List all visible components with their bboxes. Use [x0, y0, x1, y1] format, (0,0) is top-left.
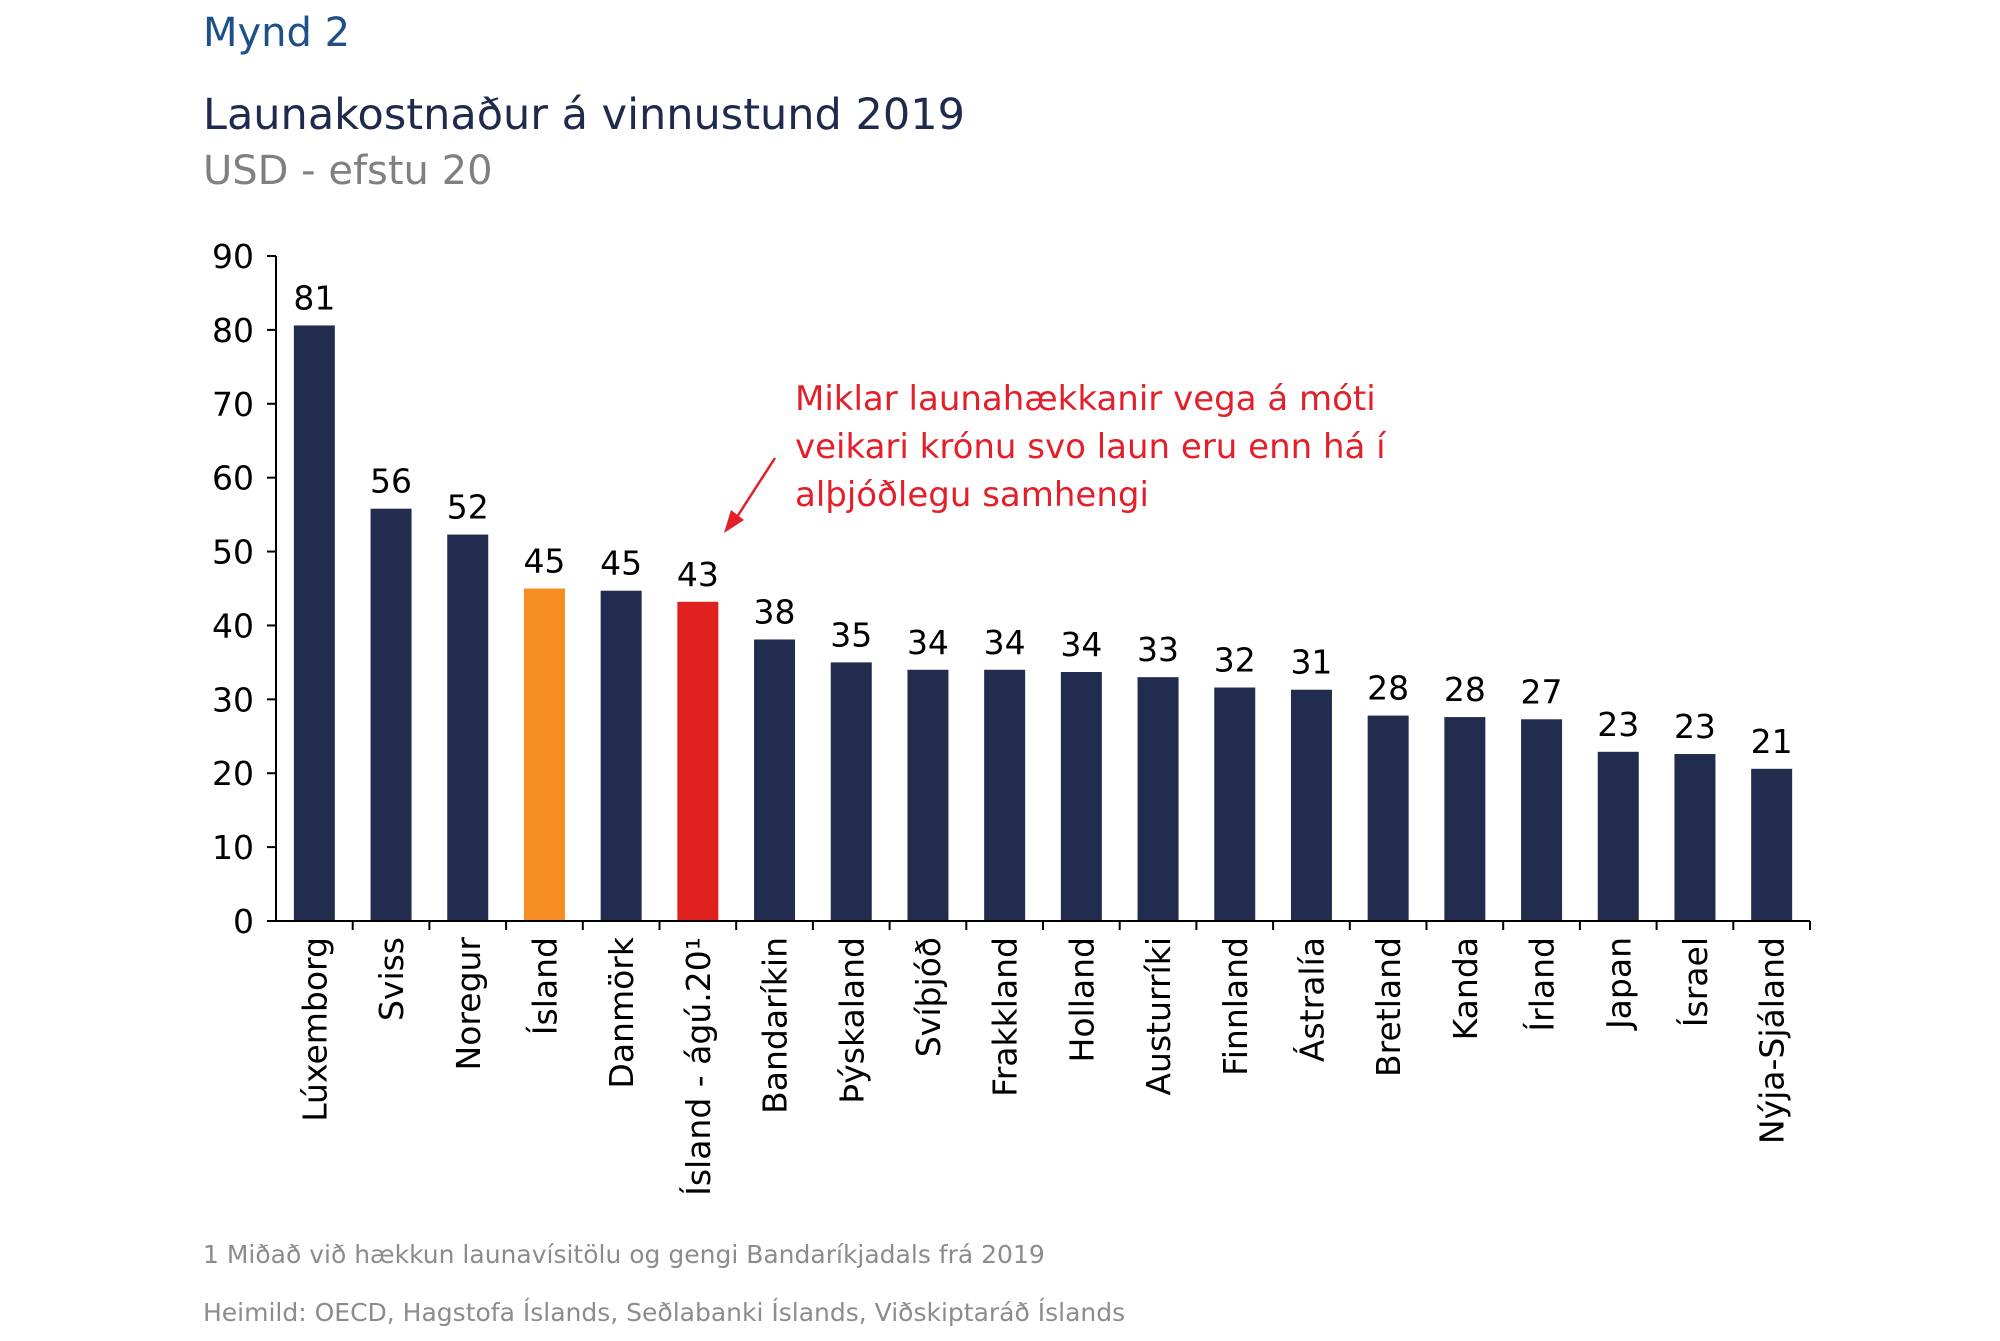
y-tick-label: 60: [212, 459, 254, 498]
x-tick-label: Sviss: [372, 937, 411, 1021]
bar: [523, 588, 565, 921]
x-tick-label: Finnland: [1216, 937, 1255, 1076]
data-label: 45: [523, 542, 565, 581]
data-label: 52: [447, 488, 489, 527]
data-label: 56: [370, 462, 412, 501]
y-tick-label: 40: [212, 606, 254, 645]
bars-group: [293, 325, 1793, 921]
data-label: 23: [1674, 707, 1716, 746]
data-label: 28: [1444, 670, 1486, 709]
x-tick-label: Nýja-Sjáland: [1753, 937, 1792, 1144]
annotation-arrow-head: [724, 510, 744, 533]
y-tick-label: 30: [212, 680, 254, 719]
data-label: 34: [907, 623, 949, 662]
bar: [1137, 677, 1179, 921]
bar: [370, 508, 412, 921]
data-label: 34: [1060, 625, 1102, 664]
data-label: 38: [754, 592, 796, 631]
x-tick-label: Þýskaland: [832, 937, 871, 1104]
bar: [907, 669, 949, 921]
x-tick-label: Ísland: [524, 937, 564, 1035]
annotation-arrow-line: [733, 457, 777, 521]
data-label: 81: [293, 278, 335, 317]
x-tick-label: Ástralía: [1291, 937, 1331, 1062]
x-tick-label: Austurríki: [1139, 937, 1178, 1096]
data-label: 21: [1751, 722, 1793, 761]
x-tick-label: Danmörk: [602, 936, 641, 1088]
y-tick-label: 50: [212, 533, 254, 572]
x-tick-label: Noregur: [449, 937, 488, 1071]
bar: [600, 590, 642, 921]
bar: [1674, 754, 1716, 921]
x-axis: Lúxemborg Sviss Noregur Ísland Danmörk Ísland…: [276, 920, 1811, 1196]
y-tick-label: 70: [212, 385, 254, 424]
bar: [830, 662, 872, 921]
annotation-text: Miklar launahækkanir vega á móti veikari…: [795, 379, 1386, 515]
bar: [447, 534, 489, 921]
bar: [1060, 671, 1102, 921]
x-tick-label: Lúxemborg: [295, 937, 334, 1122]
x-tick-label: Írland: [1522, 937, 1562, 1032]
bar: [677, 601, 719, 921]
bar: [1367, 715, 1409, 921]
x-tick-label: Frakkland: [986, 937, 1025, 1097]
bar: [1290, 689, 1332, 921]
figure-label: Mynd 2: [203, 10, 351, 56]
x-tick-label: Ísland - ágú.20¹: [678, 937, 718, 1196]
bar: [984, 669, 1026, 921]
x-tick-label: Holland: [1062, 937, 1101, 1062]
y-tick-label: 10: [212, 828, 254, 867]
data-label: 31: [1290, 643, 1332, 682]
chart-title: Launakostnaður á vinnustund 2019: [203, 90, 965, 140]
data-label: 35: [830, 615, 872, 654]
footnote-1: 1 Miðað við hækkun launavísitölu og geng…: [203, 1240, 1045, 1269]
x-tick-label: Japan: [1599, 937, 1638, 1031]
y-tick-label: 0: [233, 902, 254, 941]
data-labels-group: 81 56 52 45 45 43 38 35 34 34 34 33 32 31 28 28 27 23 23 21: [293, 278, 1792, 760]
x-tick-label: Kanda: [1446, 937, 1485, 1040]
data-label: 23: [1597, 705, 1639, 744]
data-label: 34: [984, 623, 1026, 662]
bar: [293, 325, 335, 921]
data-label: 45: [600, 544, 642, 583]
data-label: 43: [677, 555, 719, 594]
x-tick-label: Bretland: [1369, 937, 1408, 1077]
bar: [1521, 719, 1563, 921]
source-note: Heimild: OECD, Hagstofa Íslands, Seðlaba…: [203, 1298, 1126, 1327]
data-label: 27: [1521, 672, 1563, 711]
y-axis: 0 10 20 30 40 50 60 70 80 90: [212, 237, 277, 941]
y-tick-label: 90: [212, 237, 254, 276]
annotation-arrow: [724, 457, 777, 533]
bar: [1214, 687, 1256, 921]
data-label: 32: [1214, 641, 1256, 680]
y-tick-label: 20: [212, 754, 254, 793]
bar: [754, 639, 796, 921]
data-label: 33: [1137, 630, 1179, 669]
bar: [1597, 751, 1639, 921]
y-tick-label: 80: [212, 311, 254, 350]
x-tick-label: Svíþjóð: [909, 937, 948, 1057]
x-tick-label: Ísrael: [1675, 937, 1715, 1027]
bar: [1444, 717, 1486, 921]
bar: [1751, 768, 1793, 921]
x-tick-label: Bandaríkin: [756, 937, 795, 1114]
data-label: 28: [1367, 669, 1409, 708]
chart-subtitle: USD - efstu 20: [203, 148, 493, 194]
